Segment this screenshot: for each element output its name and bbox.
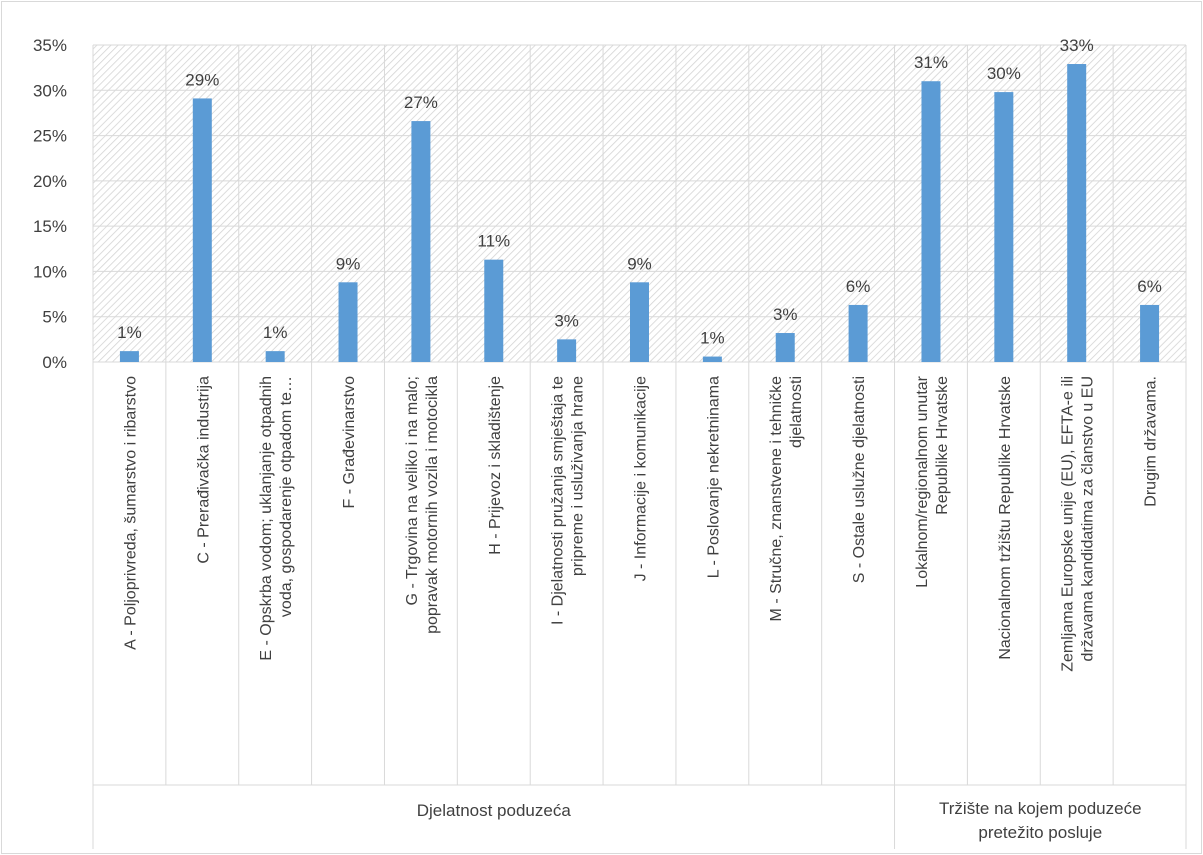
y-tick-label: 10%: [33, 262, 67, 281]
category-label: I - Djelatnosti pružanja smještaja te pri…: [550, 376, 587, 625]
bar: [411, 121, 431, 362]
data-label: 3%: [554, 311, 579, 330]
category-label: Zemljama Europske unije (EU), EFTA-e ili…: [1060, 376, 1097, 672]
y-tick-label: 0%: [42, 353, 67, 372]
bar: [921, 81, 941, 362]
y-tick-label: 5%: [42, 308, 67, 327]
data-label: 6%: [1137, 277, 1162, 296]
data-label: 30%: [987, 64, 1021, 83]
category-label: S - Ostale uslužne djelatnosti: [851, 376, 868, 583]
category-label: H - Prijevoz i skladištenje: [487, 376, 504, 555]
y-tick-label: 20%: [33, 172, 67, 191]
data-label: 3%: [773, 305, 798, 324]
data-label: 11%: [477, 232, 510, 251]
group-label: Tržište na kojem poduzeće pretežito poslu…: [939, 799, 1142, 842]
category-label: G - Trgovina na veliko i na malo; poprava…: [404, 376, 441, 634]
bar: [775, 333, 795, 362]
data-label: 29%: [185, 70, 219, 89]
category-label: J - Informacije i komunikacije: [633, 376, 650, 582]
data-label: 27%: [404, 93, 438, 112]
data-label: 9%: [627, 254, 652, 273]
category-label: Drugim državama.: [1143, 376, 1160, 507]
category-label: M - Stručne, znanstvene i tehničke djelat…: [768, 376, 805, 622]
bar: [119, 351, 139, 362]
data-label: 33%: [1060, 36, 1094, 55]
category-label: F - Građevinarstvo: [341, 376, 358, 509]
y-tick-label: 25%: [33, 127, 67, 146]
category-label: C - Prerađivačka industrija: [195, 376, 212, 564]
category-label: Lokalnom/regionalnom unutar Republike Hrv…: [914, 375, 951, 587]
bar: [265, 351, 285, 362]
bar: [484, 259, 504, 362]
bar: [192, 98, 212, 363]
data-label: 1%: [117, 323, 142, 342]
bar: [1140, 304, 1160, 362]
data-label: 31%: [914, 53, 948, 72]
y-tick-label: 30%: [33, 81, 67, 100]
group-label: Djelatnost poduzeća: [417, 801, 572, 820]
y-tick-label: 35%: [33, 36, 67, 55]
data-label: 9%: [336, 254, 361, 273]
category-label: E - Opskrba vodom; uklanjanje otpadnih vo…: [258, 376, 295, 661]
data-label: 1%: [263, 323, 288, 342]
y-tick-label: 15%: [33, 217, 67, 236]
bar: [702, 356, 722, 362]
category-label: L - Poslovanje nekretninama: [705, 376, 722, 578]
data-label: 1%: [700, 329, 725, 348]
bar: [1067, 64, 1087, 363]
bar: [630, 282, 649, 362]
bar: [994, 92, 1014, 363]
bar: [848, 304, 868, 362]
data-label: 6%: [846, 277, 871, 296]
bar: [338, 282, 358, 362]
category-label: Nacionalnom tržištu Republike Hrvatske: [997, 376, 1014, 660]
category-label: A - Poljoprivreda, šumarstvo i ribarstvo: [122, 376, 139, 650]
bar: [557, 339, 577, 362]
